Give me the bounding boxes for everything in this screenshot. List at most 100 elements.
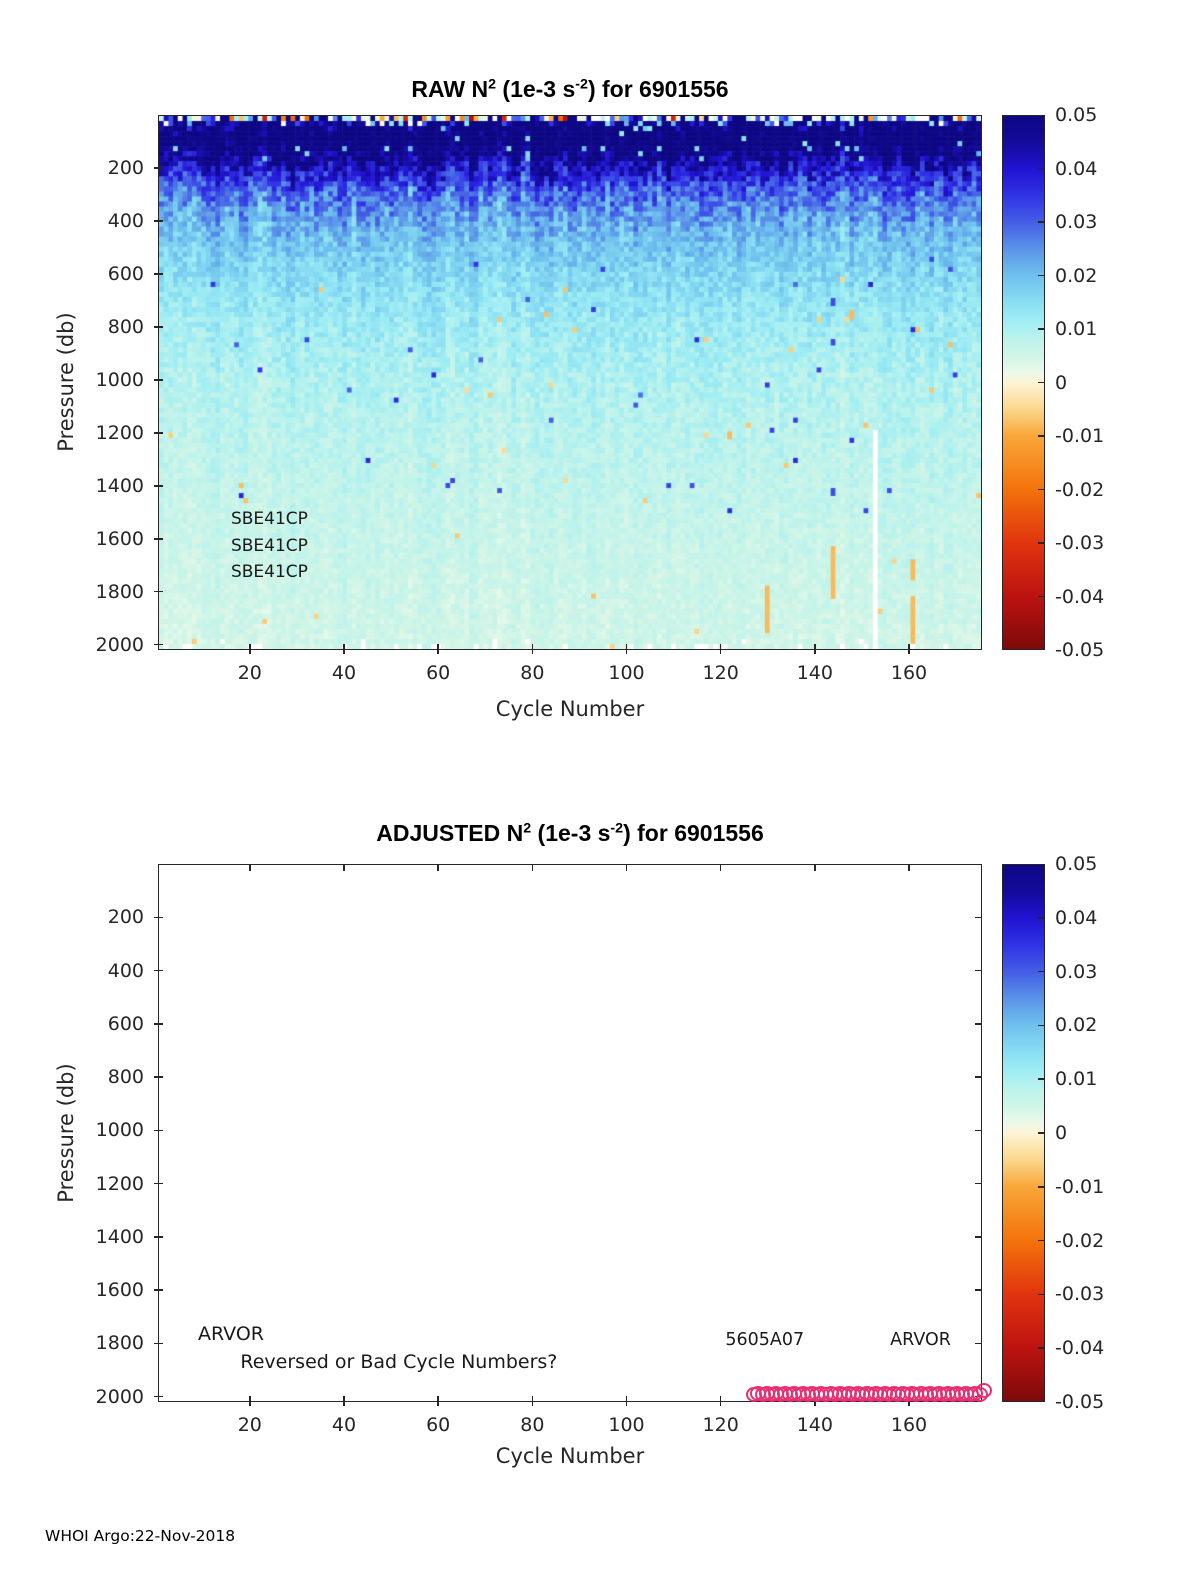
y-tick-label: 1800 — [95, 1332, 144, 1355]
colorbar-tick — [1038, 328, 1044, 330]
x-axis-tick — [437, 1396, 439, 1406]
y-axis-tick — [154, 1023, 163, 1025]
y-tick-label: 800 — [107, 1066, 144, 1089]
colorbar-tick-label: -0.02 — [1055, 1229, 1105, 1252]
y-axis-tick — [154, 432, 163, 434]
colorbar-tick-label: 0.04 — [1055, 906, 1098, 929]
annotation-sbe41cp: SBE41CP — [230, 562, 308, 583]
y-tick-label: 400 — [107, 959, 144, 982]
x-axis-tick — [249, 1396, 251, 1406]
adjusted-title-sup1: 2 — [523, 820, 532, 837]
colorbar-tick — [1038, 917, 1044, 919]
colorbar-tick — [1038, 1132, 1044, 1134]
y-axis-tick — [154, 1289, 163, 1291]
x-tick-label: 60 — [426, 662, 451, 684]
colorbar-tick — [1038, 274, 1044, 277]
adjusted-plot-title: ADJUSTED N2 (1e-3 s-2) for 6901556 — [158, 820, 982, 847]
y-tick-label: 1400 — [95, 474, 144, 497]
raw-x-axis-label: Cycle Number — [495, 697, 645, 721]
colorbar-tick — [1038, 1078, 1044, 1080]
y-axis-tick — [154, 1129, 163, 1132]
annotation-arvor: ARVOR — [890, 1329, 951, 1350]
x-axis-tick-top — [249, 864, 251, 871]
colorbar-tick — [1038, 542, 1044, 544]
y-tick-label: 400 — [107, 209, 144, 232]
raw-heatmap-canvas — [159, 116, 981, 649]
x-axis-tick — [814, 644, 816, 654]
x-tick-label: 100 — [608, 662, 645, 684]
y-axis-tick — [154, 1182, 163, 1185]
annotation-arvor: ARVOR — [198, 1323, 264, 1346]
y-axis-tick — [154, 1076, 163, 1078]
footer-credit: WHOI Argo:22-Nov-2018 — [45, 1527, 236, 1545]
raw-title-pre: RAW N — [411, 76, 489, 102]
x-axis-tick-top — [437, 864, 439, 871]
x-axis-tick-top — [343, 864, 345, 871]
y-axis-tick-right — [975, 1342, 982, 1345]
y-axis-tick — [154, 590, 163, 593]
x-axis-tick-top — [908, 864, 910, 871]
y-axis-tick-right — [975, 1129, 982, 1132]
x-tick-label: 80 — [520, 1414, 545, 1436]
x-tick-label: 120 — [702, 1414, 739, 1436]
x-tick-label: 20 — [237, 662, 262, 684]
y-axis-tick — [154, 643, 163, 646]
y-tick-label: 200 — [107, 156, 144, 179]
x-axis-tick — [249, 644, 251, 654]
colorbar-tick — [1038, 1293, 1044, 1296]
colorbar-tick — [1038, 167, 1044, 170]
adjusted-x-axis-label: Cycle Number — [495, 1444, 645, 1468]
x-axis-tick — [531, 1396, 534, 1406]
x-axis-tick — [625, 644, 628, 654]
colorbar-tick-label: -0.02 — [1055, 478, 1105, 501]
colorbar-tick-label: -0.04 — [1055, 1337, 1105, 1360]
colorbar-tick-label: 0.01 — [1055, 1068, 1098, 1091]
colorbar-tick-label: 0.04 — [1055, 157, 1098, 180]
raw-title-sup1: 2 — [488, 76, 497, 93]
colorbar-tick-label: 0 — [1055, 1122, 1068, 1144]
colorbar-tick — [1038, 595, 1044, 598]
y-axis-tick-right — [975, 969, 982, 972]
y-axis-tick-right — [975, 1023, 982, 1025]
colorbar-tick-label: 0 — [1055, 371, 1068, 394]
colorbar-tick — [1038, 488, 1044, 491]
y-axis-tick-right — [975, 1182, 982, 1185]
colorbar-tick-label: 0.03 — [1055, 211, 1098, 233]
y-axis-tick — [154, 1236, 163, 1238]
colorbar-tick — [1038, 221, 1044, 223]
x-axis-tick — [625, 1396, 628, 1406]
y-axis-tick — [154, 379, 163, 381]
x-tick-label: 100 — [608, 1414, 645, 1436]
adjusted-title-mid: (1e-3 s — [531, 820, 611, 846]
x-tick-label: 60 — [426, 1414, 451, 1436]
y-tick-label: 1200 — [95, 421, 144, 444]
y-tick-label: 1000 — [95, 368, 144, 391]
y-tick-label: 1200 — [95, 1172, 144, 1195]
colorbar-tick-label: 0.02 — [1055, 1014, 1098, 1037]
colorbar-tick-label: -0.04 — [1055, 585, 1105, 608]
colorbar-tick — [1038, 1186, 1044, 1188]
colorbar-tick-label: 0.05 — [1055, 853, 1098, 875]
colorbar-tick-label: 0.01 — [1055, 318, 1098, 340]
y-tick-label: 1000 — [95, 1119, 144, 1142]
x-axis-tick — [531, 644, 534, 654]
x-axis-tick-top — [719, 864, 722, 871]
raw-title-post: ) for 6901556 — [587, 76, 729, 102]
x-tick-label: 160 — [890, 662, 928, 684]
colorbar-tick-label: -0.01 — [1055, 1175, 1105, 1198]
flagged-cycle-marker — [976, 1383, 993, 1399]
x-axis-tick — [719, 1396, 722, 1406]
y-axis-tick — [154, 1395, 163, 1398]
adjusted-plot-area — [158, 864, 982, 1402]
colorbar-tick-label: -0.05 — [1055, 1391, 1105, 1413]
x-axis-tick-top — [814, 864, 816, 871]
colorbar-tick-label: 0.05 — [1055, 104, 1098, 126]
y-axis-tick — [154, 1342, 163, 1345]
y-axis-tick — [154, 969, 163, 972]
y-axis-tick — [154, 538, 163, 540]
x-tick-label: 80 — [520, 662, 545, 684]
adjusted-title-post: ) for 6901556 — [623, 820, 764, 846]
colorbar-tick-label: 0.02 — [1055, 264, 1098, 287]
y-axis-tick — [154, 220, 163, 222]
